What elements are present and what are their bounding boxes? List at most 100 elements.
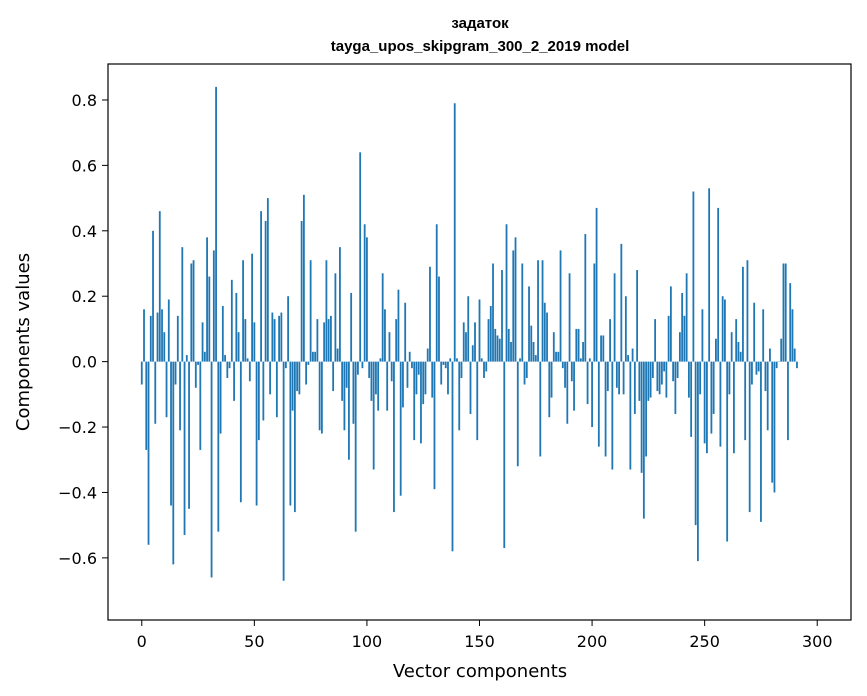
bar — [789, 283, 792, 362]
bar — [422, 361, 425, 405]
bar — [172, 361, 175, 565]
bar — [631, 348, 634, 362]
bar — [638, 361, 641, 401]
bar — [395, 319, 398, 362]
bar — [755, 361, 758, 375]
bar — [287, 296, 290, 362]
bar — [402, 361, 404, 408]
bar — [368, 361, 371, 378]
bar — [751, 361, 753, 385]
bar — [710, 361, 713, 434]
bar — [728, 361, 731, 395]
bar — [591, 361, 593, 428]
bar — [726, 361, 729, 542]
bar — [656, 361, 659, 392]
bar — [318, 361, 321, 431]
bar — [334, 273, 337, 362]
bar — [314, 351, 317, 362]
bar — [152, 230, 154, 362]
bar — [248, 361, 251, 382]
bar — [629, 361, 632, 470]
bar — [532, 342, 535, 362]
bar — [467, 296, 470, 362]
bar — [219, 361, 222, 434]
bar — [514, 237, 517, 362]
bar — [449, 358, 452, 362]
bar — [773, 361, 776, 493]
bar — [597, 361, 600, 447]
bar — [273, 319, 276, 362]
bar — [271, 312, 274, 362]
bar — [309, 260, 312, 362]
bar — [417, 361, 420, 375]
bar — [266, 198, 269, 362]
bar — [595, 207, 598, 362]
bar — [384, 309, 386, 362]
bar — [627, 355, 629, 362]
bar — [584, 234, 587, 362]
bar — [699, 361, 702, 395]
bar — [782, 263, 785, 362]
bar — [649, 361, 652, 398]
x-tick-label: 50 — [244, 632, 264, 651]
bar — [665, 361, 668, 398]
bar — [541, 260, 544, 362]
bar — [667, 315, 670, 362]
bar — [510, 342, 512, 362]
bar — [345, 361, 348, 388]
bar — [269, 361, 272, 395]
bar — [543, 302, 546, 362]
bar — [523, 361, 526, 385]
bar — [690, 361, 693, 437]
bar — [379, 358, 382, 362]
x-axis-label: Vector components — [393, 661, 567, 682]
bar — [753, 302, 756, 362]
bar — [354, 361, 357, 532]
bar — [293, 361, 296, 513]
bar — [188, 361, 190, 509]
bar — [399, 361, 402, 496]
y-tick-label: 0.4 — [72, 222, 97, 241]
bar — [278, 315, 281, 362]
bar — [147, 361, 150, 545]
bar — [674, 361, 677, 414]
bar — [390, 361, 393, 382]
y-tick-label: −0.4 — [58, 483, 97, 502]
bar — [289, 361, 292, 506]
bar — [516, 361, 519, 467]
bar — [226, 361, 229, 378]
bar — [519, 358, 521, 362]
chart-subtitle: tayga_upos_skipgram_300_2_2019 model — [331, 38, 630, 55]
bar — [291, 361, 294, 411]
bar — [703, 361, 706, 444]
bar — [257, 361, 260, 441]
bar — [397, 289, 400, 362]
bar — [203, 351, 206, 362]
bar — [512, 250, 515, 362]
bar — [156, 312, 159, 362]
bar — [341, 361, 344, 401]
y-axis-label: Components values — [13, 253, 34, 431]
bar — [185, 355, 188, 362]
bar — [339, 247, 341, 362]
bar — [494, 328, 497, 362]
bar — [305, 361, 308, 385]
bar — [406, 361, 409, 388]
bar — [766, 361, 769, 431]
bar — [413, 361, 416, 441]
bar — [557, 351, 560, 362]
bar — [683, 315, 686, 362]
bar — [327, 319, 330, 362]
bar — [255, 361, 258, 506]
bar — [320, 361, 323, 434]
bar — [311, 351, 314, 362]
bar — [201, 322, 204, 362]
bar — [377, 361, 380, 411]
bar — [388, 332, 391, 362]
bar — [370, 361, 373, 401]
bar — [348, 361, 350, 460]
bar — [465, 332, 467, 362]
bar — [165, 361, 168, 418]
bar — [730, 332, 733, 362]
bar — [167, 299, 170, 362]
